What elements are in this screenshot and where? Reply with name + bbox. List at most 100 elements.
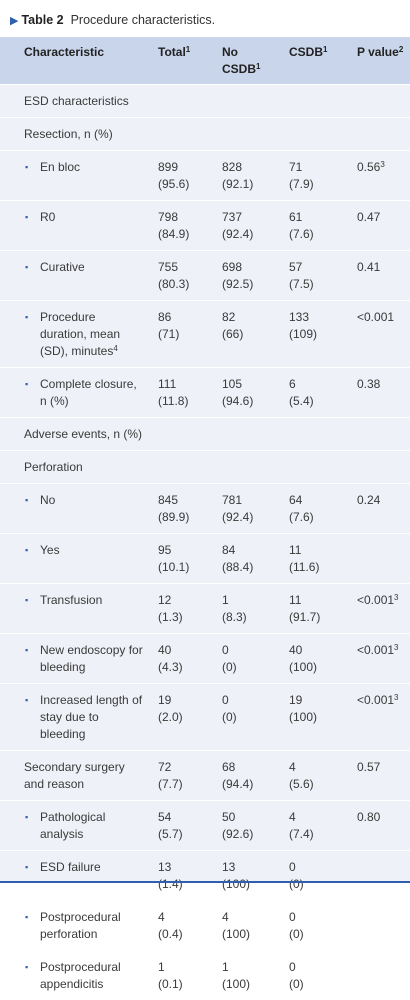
- cell-total: 899(95.6): [148, 151, 212, 201]
- cell-p-value: 0.38: [347, 368, 410, 418]
- cell-csdb: 64(7.6): [279, 484, 347, 534]
- cell-p-value: <0.0013: [347, 634, 410, 684]
- header-characteristic: Characteristic: [0, 37, 148, 85]
- header-csdb: CSDB1: [279, 37, 347, 85]
- cell-p-value: 0.41: [347, 251, 410, 301]
- bullet-icon: ▪: [25, 259, 28, 276]
- cell-p-value: [347, 951, 410, 1000]
- cell-total: 13(1.4): [148, 851, 212, 901]
- cell-p-value: [347, 901, 410, 951]
- table-row: ▪Complete closure, n (%)111(11.8)105(94.…: [0, 368, 410, 418]
- bullet-icon: ▪: [25, 209, 28, 226]
- row-label: ▪ESD failure: [0, 851, 148, 901]
- row-label: ▪Curative: [0, 251, 148, 301]
- bullet-icon: ▪: [25, 492, 28, 509]
- cell-p-value: <0.0013: [347, 584, 410, 634]
- table-row: Perforation: [0, 451, 410, 484]
- header-p-value: P value2: [347, 37, 410, 85]
- cell-csdb: 0(0): [279, 901, 347, 951]
- bullet-icon: ▪: [25, 692, 28, 709]
- cell-total: 72(7.7): [148, 751, 212, 801]
- cell-total: 40(4.3): [148, 634, 212, 684]
- cell-nocsdb: 105(94.6): [212, 368, 279, 418]
- caption-text: Procedure characteristics.: [71, 13, 216, 27]
- cell-p-value: [347, 851, 410, 901]
- procedure-table: Characteristic Total1 No CSDB1 CSDB1 P v…: [0, 37, 410, 1000]
- table-container: ▶Table 2 Procedure characteristics. Char…: [0, 0, 410, 883]
- row-label: ▪Yes: [0, 534, 148, 584]
- cell-csdb: 40(100): [279, 634, 347, 684]
- row-label: ▪Pathological analysis: [0, 801, 148, 851]
- cell-total: 755(80.3): [148, 251, 212, 301]
- row-label: ▪Procedure duration, mean (SD), minutes4: [0, 301, 148, 368]
- triangle-icon: ▶: [10, 15, 18, 27]
- cell-csdb: 0(0): [279, 951, 347, 1000]
- cell-p-value: <0.0013: [347, 684, 410, 751]
- row-label: ▪No: [0, 484, 148, 534]
- row-label: ▪En bloc: [0, 151, 148, 201]
- cell-nocsdb: 4(100): [212, 901, 279, 951]
- cell-csdb: 71(7.9): [279, 151, 347, 201]
- cell-p-value: [347, 534, 410, 584]
- cell-nocsdb: 68(94.4): [212, 751, 279, 801]
- section-label: Resection, n (%): [0, 118, 410, 151]
- header-total: Total1: [148, 37, 212, 85]
- row-label: ▪Transfusion: [0, 584, 148, 634]
- table-caption: ▶Table 2 Procedure characteristics.: [0, 0, 410, 37]
- cell-p-value: <0.001: [347, 301, 410, 368]
- bullet-icon: ▪: [25, 909, 28, 926]
- cell-total: 19(2.0): [148, 684, 212, 751]
- cell-csdb: 0(0): [279, 851, 347, 901]
- cell-nocsdb: 82(66): [212, 301, 279, 368]
- cell-p-value: 0.563: [347, 151, 410, 201]
- section-label: ESD characteristics: [0, 85, 410, 118]
- cell-p-value: 0.80: [347, 801, 410, 851]
- row-label: ▪New endoscopy for bleeding: [0, 634, 148, 684]
- cell-p-value: 0.47: [347, 201, 410, 251]
- cell-total: 845(89.9): [148, 484, 212, 534]
- header-row: Characteristic Total1 No CSDB1 CSDB1 P v…: [0, 37, 410, 85]
- cell-p-value: 0.24: [347, 484, 410, 534]
- cell-nocsdb: 1(100): [212, 951, 279, 1000]
- bullet-icon: ▪: [25, 542, 28, 559]
- cell-nocsdb: 50(92.6): [212, 801, 279, 851]
- table-row: Adverse events, n (%): [0, 418, 410, 451]
- cell-csdb: 4(7.4): [279, 801, 347, 851]
- cell-nocsdb: 737(92.4): [212, 201, 279, 251]
- bullet-icon: ▪: [25, 376, 28, 393]
- cell-nocsdb: 0(0): [212, 634, 279, 684]
- cell-csdb: 6(5.4): [279, 368, 347, 418]
- cell-total: 86(71): [148, 301, 212, 368]
- cell-csdb: 11(91.7): [279, 584, 347, 634]
- cell-total: 54(5.7): [148, 801, 212, 851]
- bullet-icon: ▪: [25, 809, 28, 826]
- table-row: Resection, n (%): [0, 118, 410, 151]
- cell-total: 95(10.1): [148, 534, 212, 584]
- caption-label: Table 2: [21, 13, 63, 27]
- bullet-icon: ▪: [25, 859, 28, 876]
- table-row: ESD characteristics: [0, 85, 410, 118]
- cell-nocsdb: 0(0): [212, 684, 279, 751]
- row-label: ▪R0: [0, 201, 148, 251]
- cell-total: 111(11.8): [148, 368, 212, 418]
- cell-nocsdb: 698(92.5): [212, 251, 279, 301]
- row-label: ▪Postprocedural appendicitis: [0, 951, 148, 1000]
- cell-total: 1(0.1): [148, 951, 212, 1000]
- cell-total: 798(84.9): [148, 201, 212, 251]
- bullet-icon: ▪: [25, 309, 28, 326]
- cell-csdb: 4(5.6): [279, 751, 347, 801]
- cell-csdb: 11(11.6): [279, 534, 347, 584]
- bullet-icon: ▪: [25, 592, 28, 609]
- bullet-icon: ▪: [25, 159, 28, 176]
- cell-total: 4(0.4): [148, 901, 212, 951]
